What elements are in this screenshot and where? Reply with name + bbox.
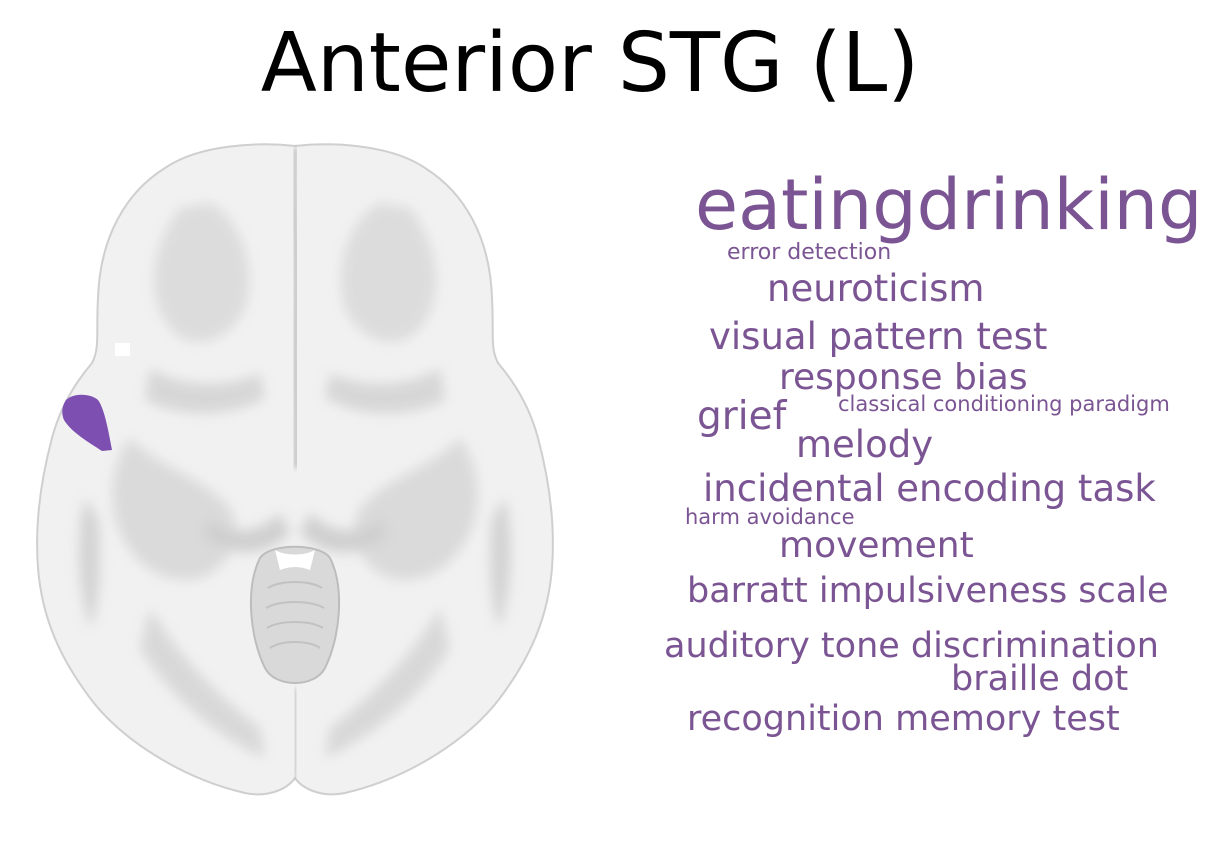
word-cloud-term: neuroticism <box>767 267 985 310</box>
word-cloud-term: auditory tone discrimination <box>664 626 1159 666</box>
word-cloud-term: harm avoidance <box>685 505 855 529</box>
word-cloud-term: incidental encoding task <box>703 467 1156 510</box>
temporal-notch <box>115 343 130 356</box>
figure-title: Anterior STG (L) <box>260 16 920 111</box>
brainstem-region <box>250 545 340 684</box>
term-word-cloud: eatingdrinking error detection neurotici… <box>600 150 1215 790</box>
brain-axial-slice <box>30 138 560 803</box>
posterior-fissure <box>293 687 298 779</box>
word-cloud-term: braille dot <box>951 659 1129 699</box>
word-cloud-term: recognition memory test <box>687 699 1120 739</box>
word-cloud-term: response bias <box>779 357 1028 398</box>
word-cloud-term: barratt impulsiveness scale <box>687 571 1169 611</box>
word-cloud-term: error detection <box>727 240 892 265</box>
word-cloud-term: visual pattern test <box>709 315 1048 358</box>
word-cloud-term: classical conditioning paradigm <box>838 392 1170 416</box>
brain-slice-svg <box>36 143 554 796</box>
word-cloud-term: melody <box>796 423 934 466</box>
word-cloud-term: eatingdrinking <box>695 164 1203 246</box>
white-matter-shading <box>78 203 512 758</box>
longitudinal-fissure <box>291 147 300 469</box>
word-cloud-term: grief <box>697 394 787 439</box>
anterior-stg-roi <box>62 394 112 451</box>
word-cloud-term: movement <box>779 525 974 566</box>
